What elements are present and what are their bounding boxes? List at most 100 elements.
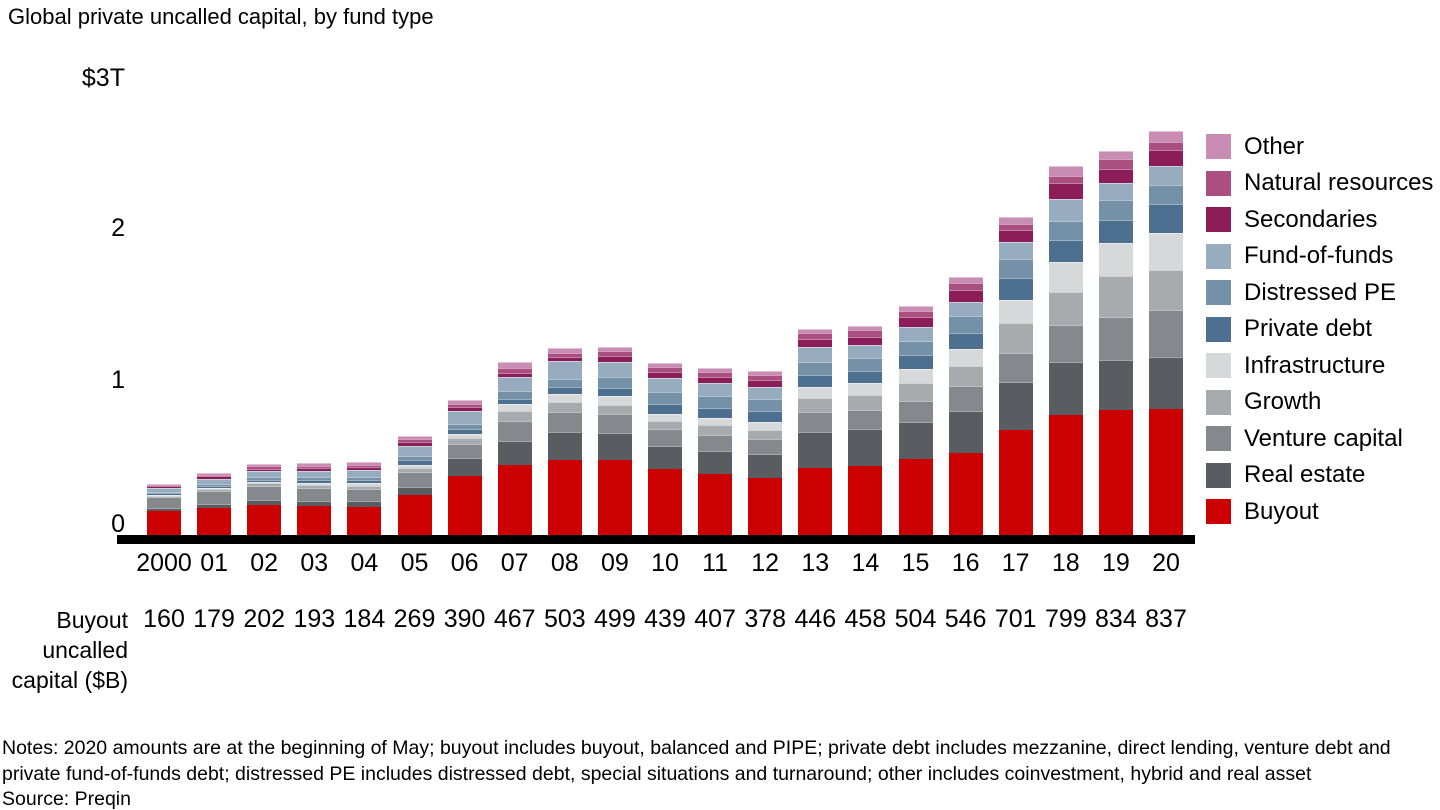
segment-fund-of-funds-13 [798, 347, 833, 362]
legend-item-growth: Growth [1206, 388, 1433, 415]
segment-other-03 [297, 463, 332, 467]
legend-item-other: Other [1206, 133, 1433, 160]
legend-item-venture-capital: Venture capital [1206, 425, 1433, 452]
segment-real-estate-2000 [147, 508, 181, 512]
segment-real-estate-08 [547, 432, 582, 460]
notes-line-1: Notes: 2020 amounts are at the beginning… [2, 737, 1391, 759]
y-tick-0: 0 [111, 510, 125, 538]
segment-fund-of-funds-03 [297, 471, 332, 478]
legend-item-private-debt: Private debt [1206, 315, 1433, 342]
segment-secondaries-13 [798, 339, 833, 348]
segment-distressed-pe-02 [247, 476, 282, 480]
notes-block: Notes: 2020 amounts are at the beginning… [2, 736, 1391, 810]
segment-fund-of-funds-09 [597, 362, 632, 378]
segment-venture-capital-14 [848, 409, 883, 429]
segment-private-debt-06 [447, 428, 482, 434]
segment-other-16 [948, 276, 983, 283]
segment-secondaries-06 [447, 407, 482, 412]
segment-distressed-pe-15 [898, 340, 933, 355]
segment-venture-capital-18 [1048, 324, 1083, 363]
segment-infrastructure-14 [848, 383, 883, 396]
segment-venture-capital-13 [798, 412, 833, 432]
legend-swatch-buyout [1206, 499, 1231, 524]
segment-distressed-pe-12 [748, 399, 783, 412]
segment-infrastructure-10 [648, 413, 682, 421]
bar-20 [1149, 130, 1183, 535]
buyout-value-09: 499 [594, 605, 636, 633]
segment-natural-resources-06 [447, 404, 482, 408]
buyout-value-04: 184 [343, 605, 386, 633]
legend-item-secondaries: Secondaries [1206, 206, 1433, 233]
segment-real-estate-13 [798, 431, 833, 469]
segment-natural-resources-10 [648, 366, 682, 372]
segment-private-debt-08 [547, 386, 582, 394]
segment-private-debt-04 [347, 480, 382, 484]
segment-growth-18 [1048, 292, 1083, 325]
segment-venture-capital-01 [197, 490, 232, 505]
buyout-row-label: Buyout uncalled capital ($B) [0, 605, 128, 695]
segment-fund-of-funds-06 [447, 411, 482, 424]
x-label-13: 13 [801, 549, 830, 577]
segment-natural-resources-17 [998, 223, 1033, 230]
buyout-value-2000: 160 [143, 605, 185, 633]
bar-19 [1098, 151, 1133, 535]
segment-real-estate-19 [1098, 360, 1133, 410]
segment-other-18 [1048, 165, 1083, 176]
x-label-10: 10 [651, 549, 679, 577]
segment-other-15 [898, 305, 933, 312]
legend-label-fund-of-funds: Fund-of-funds [1244, 242, 1394, 269]
segment-venture-capital-20 [1149, 310, 1183, 357]
segment-secondaries-15 [898, 317, 933, 328]
x-label-01: 01 [200, 549, 228, 577]
segment-infrastructure-03 [297, 483, 332, 485]
x-label-16: 16 [951, 549, 980, 577]
segment-buyout-03 [297, 506, 332, 535]
segment-distressed-pe-08 [547, 378, 582, 387]
segment-secondaries-02 [247, 468, 282, 471]
segment-infrastructure-12 [748, 421, 783, 430]
segment-natural-resources-2000 [147, 485, 181, 487]
segment-fund-of-funds-10 [648, 377, 682, 393]
segment-real-estate-09 [597, 432, 632, 461]
segment-real-estate-18 [1048, 362, 1083, 416]
segment-growth-06 [447, 437, 482, 444]
segment-other-07 [497, 361, 532, 368]
legend-swatch-natural-resources [1206, 170, 1231, 196]
segment-infrastructure-11 [698, 418, 733, 426]
segment-secondaries-05 [397, 442, 432, 447]
bar-04 [347, 462, 382, 535]
segment-natural-resources-04 [347, 465, 382, 468]
segment-venture-capital-09 [597, 413, 632, 433]
segment-natural-resources-12 [748, 375, 783, 381]
segment-other-13 [798, 329, 833, 334]
segment-other-12 [748, 370, 783, 376]
legend-swatch-distressed-pe [1206, 280, 1231, 305]
segment-natural-resources-16 [948, 282, 983, 290]
segment-private-debt-2000 [147, 493, 181, 495]
buyout-value-05: 269 [393, 605, 436, 633]
segment-fund-of-funds-02 [247, 470, 282, 477]
segment-venture-capital-03 [297, 487, 332, 501]
legend-swatch-other [1206, 134, 1231, 159]
bar-01 [197, 472, 232, 535]
segment-private-debt-07 [497, 399, 532, 405]
bar-09 [597, 346, 632, 535]
segment-buyout-12 [748, 478, 783, 535]
notes-line-2: private fund-of-funds debt; distressed P… [2, 762, 1312, 785]
bar-13 [798, 329, 833, 535]
legend-item-real-estate: Real estate [1206, 461, 1433, 488]
segment-other-11 [698, 367, 733, 372]
segment-growth-09 [597, 404, 632, 414]
segment-real-estate-05 [397, 486, 432, 495]
x-label-15: 15 [901, 549, 930, 577]
x-label-06: 06 [450, 549, 479, 577]
segment-buyout-08 [547, 459, 582, 535]
segment-growth-12 [748, 429, 783, 439]
segment-natural-resources-14 [848, 330, 883, 337]
segment-other-04 [347, 462, 382, 466]
segment-infrastructure-15 [898, 369, 933, 384]
y-tick-2: 2 [111, 214, 125, 242]
segment-fund-of-funds-19 [1098, 182, 1133, 200]
segment-venture-capital-11 [698, 434, 733, 451]
